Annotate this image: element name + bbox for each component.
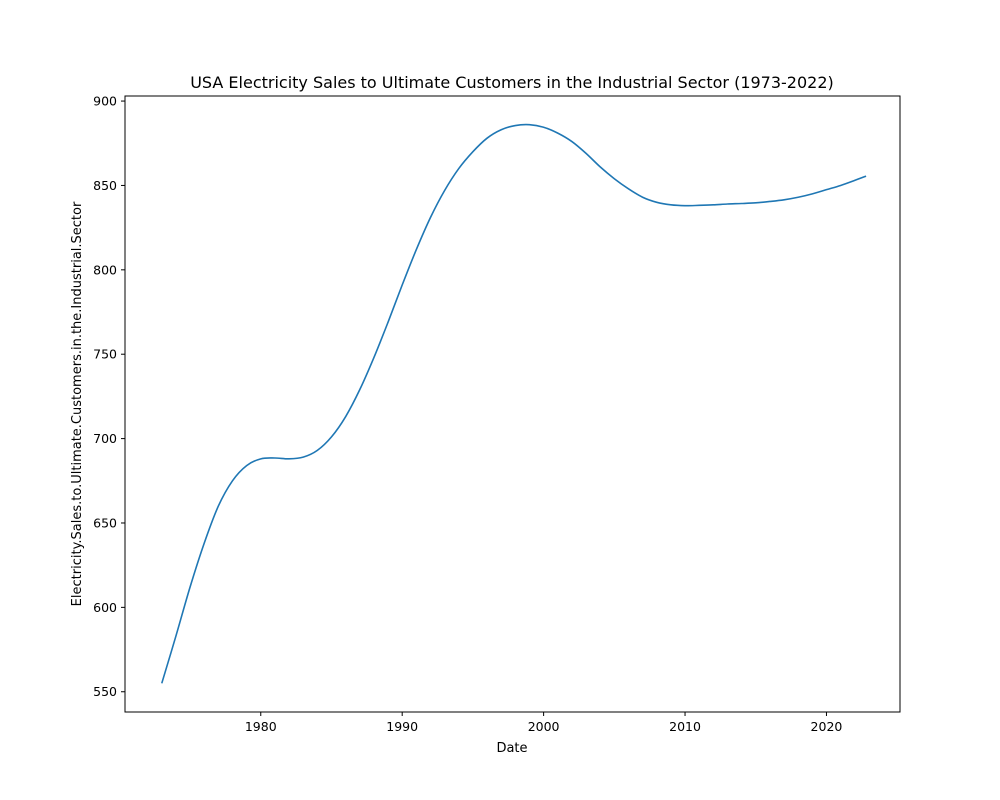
x-tick-label: 2010 — [669, 719, 701, 734]
series-line — [161, 123, 867, 684]
y-tick-label: 850 — [93, 178, 117, 193]
x-tick-label: 1990 — [386, 719, 418, 734]
y-tick-label: 700 — [93, 431, 117, 446]
chart-title: USA Electricity Sales to Ultimate Custom… — [190, 73, 834, 92]
y-tick-label: 800 — [93, 262, 117, 277]
plot-frame — [124, 95, 901, 713]
y-tick-label: 650 — [93, 515, 117, 530]
y-axis: 550 600 650 700 750 800 850 900 — [93, 94, 125, 699]
plot-area — [161, 123, 867, 684]
x-tick-label: 2020 — [811, 719, 843, 734]
x-tick-label: 1980 — [245, 719, 277, 734]
y-axis-label: Electricity.Sales.to.Ultimate.Customers.… — [70, 201, 85, 606]
y-tick-label: 550 — [93, 684, 117, 699]
x-tick-label: 2000 — [528, 719, 560, 734]
y-tick-label: 750 — [93, 347, 117, 362]
x-axis: 1980 1990 2000 2010 2020 — [245, 712, 843, 734]
y-tick-label: 600 — [93, 600, 117, 615]
x-axis-label: Date — [496, 741, 527, 756]
y-tick-label: 900 — [93, 94, 117, 109]
